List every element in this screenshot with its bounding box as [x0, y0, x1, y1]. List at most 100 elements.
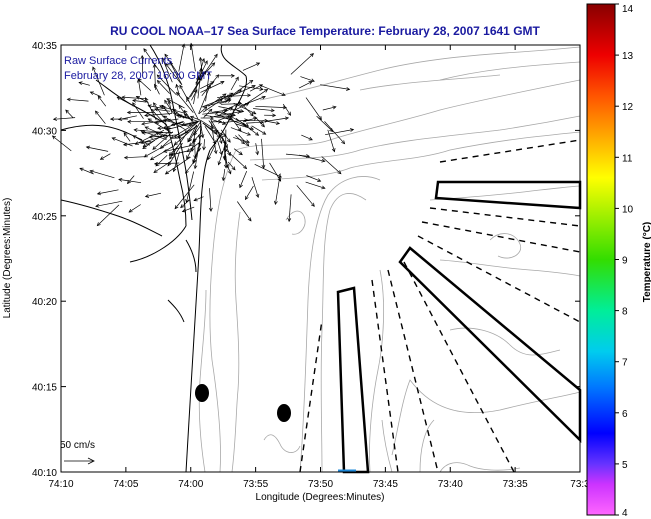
current-vector [217, 144, 226, 166]
current-vector [132, 135, 150, 146]
current-vector [123, 132, 131, 142]
map-plot-area: 50 cm/s Raw Surface Currents February 28… [51, 42, 582, 474]
current-vector [175, 83, 180, 97]
colorbar-ticks: 14 13 12 11 10 9 8 7 6 5 4 [615, 3, 634, 519]
current-vector [240, 95, 266, 107]
current-vector [298, 81, 313, 89]
current-vector [52, 117, 76, 121]
current-vector [255, 105, 287, 110]
current-vector [153, 161, 180, 166]
current-vector [325, 128, 355, 136]
current-vector [123, 155, 146, 160]
current-vector [126, 110, 155, 115]
annotation-line2: February 28, 2007 16:00 GMT [64, 70, 212, 82]
current-vector [205, 71, 211, 102]
current-vector [164, 156, 191, 175]
current-vector [239, 170, 248, 189]
y-tick-label: 40:30 [32, 126, 57, 137]
x-tick-label: 73:40 [438, 479, 463, 490]
current-vector [95, 110, 106, 124]
current-vector [197, 137, 202, 152]
current-vector [259, 84, 286, 96]
current-vector [301, 134, 313, 141]
current-vector [324, 121, 346, 145]
current-vector [181, 206, 195, 213]
current-vector [116, 96, 132, 105]
current-vector [218, 106, 245, 113]
current-vector [230, 127, 252, 136]
current-vector [97, 95, 107, 107]
y-tick-label: 40:35 [32, 41, 57, 52]
current-vector [185, 161, 195, 174]
current-vector [89, 169, 115, 179]
scale-vector: 50 cm/s [60, 440, 95, 465]
current-vector [188, 138, 197, 147]
current-vector [141, 130, 173, 135]
current-vector [298, 154, 326, 163]
dashed-radials [299, 139, 581, 473]
current-vector [211, 108, 228, 113]
current-vector [214, 114, 234, 118]
current-vector [189, 115, 201, 121]
current-vector [264, 113, 277, 118]
current-vector [193, 196, 204, 202]
current-vector [233, 148, 243, 156]
current-vector [154, 118, 179, 125]
current-vector [147, 118, 172, 133]
current-vector [186, 142, 200, 153]
current-vector [227, 161, 236, 171]
current-vector [204, 126, 217, 145]
current-vector [198, 106, 208, 115]
current-vector [197, 60, 208, 81]
current-vector [201, 94, 232, 108]
colorbar-tick-label: 14 [622, 4, 634, 15]
current-vector [143, 48, 161, 73]
current-vector [202, 122, 221, 138]
current-vector [290, 53, 314, 75]
current-vector [203, 99, 229, 108]
x-tick-label: 74:10 [48, 479, 73, 490]
current-vector [207, 144, 216, 161]
current-vector [172, 108, 185, 119]
current-vector [162, 115, 186, 130]
colorbar-tick-label: 12 [622, 102, 634, 113]
x-tick-label: 73:45 [373, 479, 398, 490]
colorbar-tick-label: 8 [622, 307, 628, 318]
current-vector [174, 184, 195, 210]
y-axis-label: Latitude (Degrees:Minutes) [2, 198, 13, 319]
current-vector [243, 88, 269, 106]
current-vector [153, 102, 164, 118]
colorbar-tick-label: 5 [622, 460, 628, 471]
current-vector [306, 175, 322, 182]
current-vector [170, 120, 184, 126]
current-vector [181, 120, 200, 127]
current-vector [219, 93, 252, 98]
x-tick-label: 74:00 [178, 479, 203, 490]
current-vector [327, 129, 336, 153]
current-vector [200, 116, 214, 120]
x-tick-label: 73:50 [308, 479, 333, 490]
current-vector [220, 133, 231, 157]
current-vector [216, 114, 247, 127]
current-vector [213, 129, 227, 137]
y-axis-ticks: 40:35 40:30 40:25 40:20 40:15 40:10 [32, 41, 580, 479]
current-vector [161, 57, 173, 83]
current-vector [51, 135, 72, 152]
current-vector [316, 115, 334, 133]
x-tick-label: 73:3 [570, 479, 590, 490]
current-vector [200, 81, 225, 93]
current-vector [149, 144, 176, 161]
current-vector [321, 156, 342, 175]
current-vector [156, 80, 170, 94]
current-vector [148, 134, 180, 139]
current-vector [144, 192, 162, 198]
current-vector [255, 143, 260, 156]
current-vector [200, 119, 214, 129]
current-vector [127, 119, 152, 124]
station-marker-2 [277, 404, 291, 422]
current-vector [85, 145, 109, 152]
current-vector [202, 139, 206, 151]
current-vector [78, 81, 90, 86]
current-vector [208, 93, 227, 107]
